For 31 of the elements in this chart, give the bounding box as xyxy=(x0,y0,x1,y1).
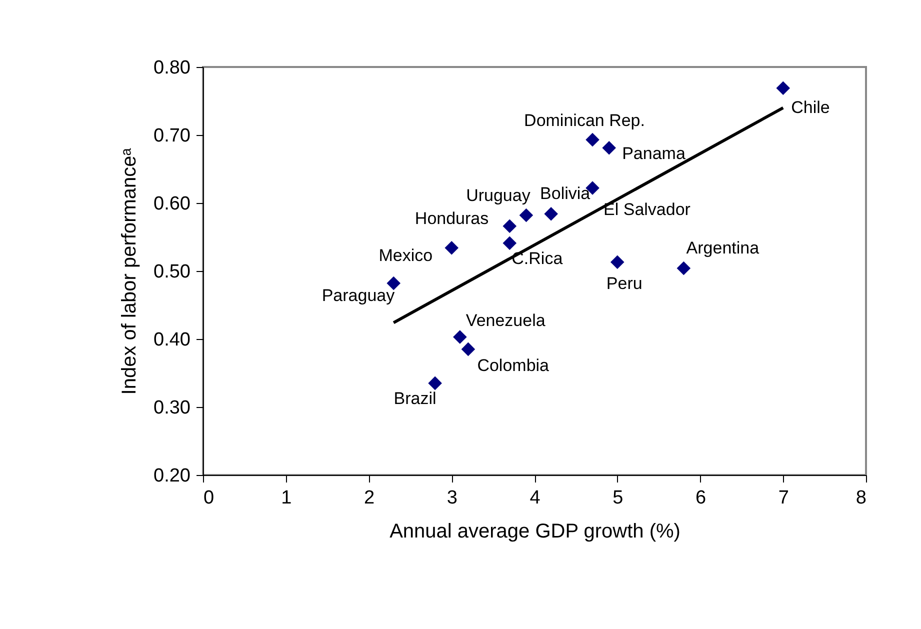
x-tick-label: 0 xyxy=(204,488,214,508)
y-tick-label: 0.60 xyxy=(154,194,190,214)
annotation: Peru xyxy=(606,274,642,294)
annotation: Bolivia xyxy=(540,184,591,203)
x-tick-label: 2 xyxy=(364,488,375,508)
y-tick-label: 0.40 xyxy=(154,330,190,350)
y-tick-label: 0.20 xyxy=(154,466,190,486)
annotation: Colombia xyxy=(477,356,550,376)
x-tick-label: 8 xyxy=(856,488,866,508)
annotation: Paraguay xyxy=(322,286,396,306)
annotation: Brazil xyxy=(394,389,436,408)
x-tick-label: 6 xyxy=(695,488,706,508)
y-tick-label: 0.50 xyxy=(154,262,190,282)
annotation: Dominican Rep. xyxy=(524,110,645,130)
y-tick-label: 0.70 xyxy=(154,126,190,146)
x-tick-label: 7 xyxy=(778,488,789,508)
annotation: Honduras xyxy=(414,209,489,228)
x-tick-label: 1 xyxy=(281,488,292,508)
x-axis-title: Annual average GDP growth (%) xyxy=(390,520,680,542)
x-tick-label: 4 xyxy=(530,488,541,508)
y-tick-label: 0.80 xyxy=(154,58,190,78)
y-tick-label: 0.30 xyxy=(154,398,190,418)
annotation: Uruguay xyxy=(466,186,531,206)
x-tick-label: 5 xyxy=(612,488,624,508)
annotation: Venezuela xyxy=(466,310,546,330)
x-tick-label: 3 xyxy=(446,488,458,508)
annotation: Panama xyxy=(622,144,686,163)
annotation: Argentina xyxy=(686,238,760,258)
annotation: Chile xyxy=(791,98,830,118)
y-axis-title: Index of labor performanceᵃ xyxy=(118,148,141,395)
annotation: Mexico xyxy=(378,246,433,265)
